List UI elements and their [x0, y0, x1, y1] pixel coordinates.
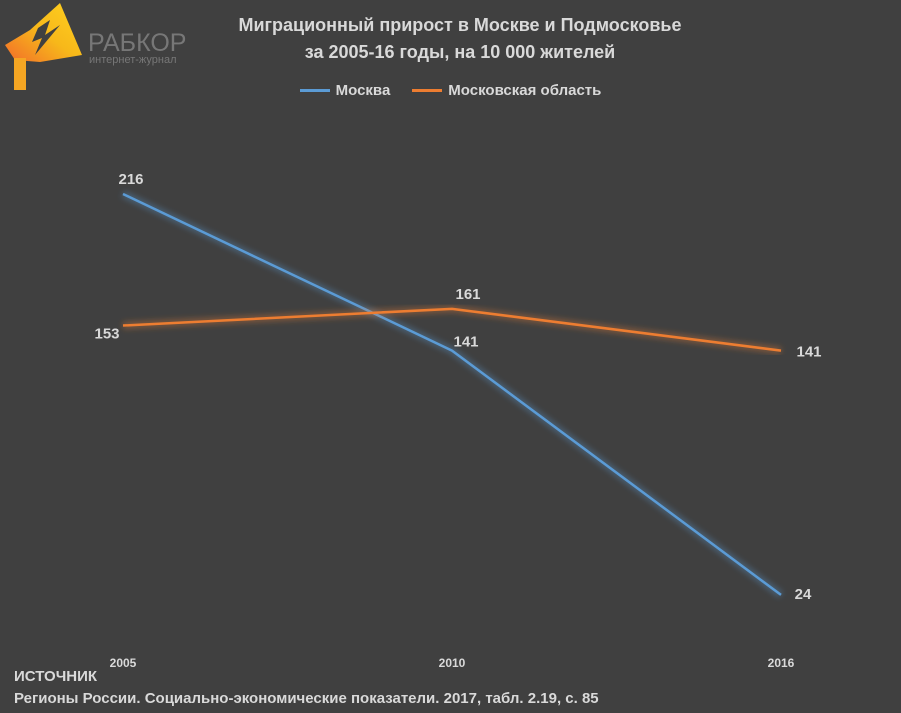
source-text: Регионы России. Социально-экономические … [14, 690, 599, 707]
svg-text:РАБКОР: РАБКОР [88, 29, 187, 57]
data-label: 161 [455, 286, 480, 303]
series-line-0 [122, 192, 782, 596]
data-label: 141 [796, 344, 821, 361]
series-glow-1 [122, 305, 782, 355]
source-heading: ИСТОЧНИК [14, 668, 98, 685]
svg-text:интернет-журнал: интернет-журнал [89, 54, 176, 66]
data-label: 141 [453, 334, 478, 351]
legend: Москва Московская область [0, 82, 901, 99]
legend-item-moscow-oblast: Московская область [412, 82, 601, 99]
rabkor-logo: РАБКОР интернет-журнал [5, 3, 187, 90]
legend-label: Москва [335, 82, 391, 99]
data-label: 24 [795, 586, 812, 603]
series-line-1 [122, 307, 782, 352]
x-tick-label: 2005 [110, 656, 137, 670]
chart-title-line-2: за 2005-16 годы, на 10 000 жителей [304, 42, 616, 62]
chart-title-line-1: Миграционный прирост в Москве и Подмоско… [238, 15, 682, 35]
x-tick-label: 2016 [768, 656, 795, 670]
legend-label: Московская область [448, 82, 602, 99]
series-glow-0 [121, 190, 784, 598]
x-tick-label: 2010 [439, 656, 466, 670]
data-label: 153 [94, 326, 119, 343]
legend-swatch [299, 89, 330, 92]
data-label: 216 [118, 171, 143, 188]
legend-swatch [412, 89, 443, 92]
legend-item-moscow: Москва [299, 82, 391, 99]
